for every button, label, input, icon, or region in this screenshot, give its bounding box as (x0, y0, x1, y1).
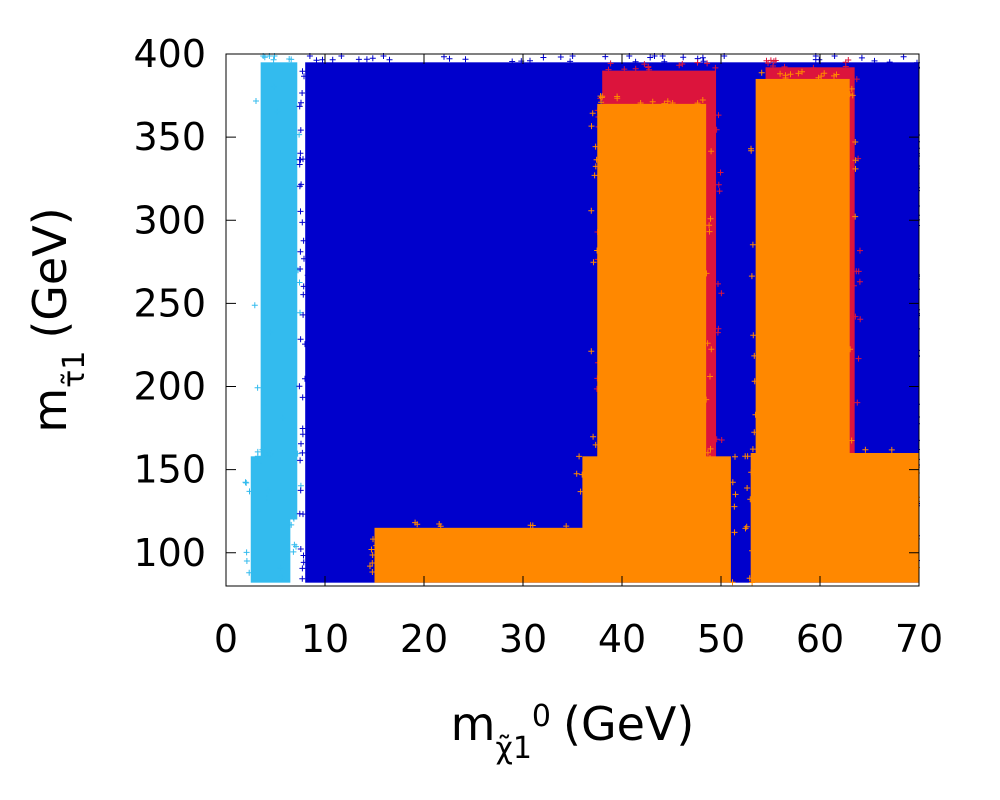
series-4-markers-4 (742, 442, 920, 586)
y-tick-label: 100 (133, 531, 206, 575)
series-4-region-5 (374, 527, 593, 583)
y-tick-label: 150 (133, 448, 206, 492)
y-tick-label: 400 (133, 32, 206, 76)
x-tick-label: 60 (796, 617, 844, 661)
x-axis-label-subscript: χ̃1 (495, 731, 531, 766)
x-axis-label-main: m (451, 697, 496, 751)
series-1-region-2 (250, 456, 291, 583)
series-1-region-1 (260, 62, 298, 520)
y-tick-label: 250 (133, 281, 206, 325)
x-tick-label: 20 (400, 617, 448, 661)
series-1 (242, 53, 304, 583)
series-4-region-4 (750, 453, 919, 583)
x-tick-label: 40 (598, 617, 646, 661)
x-tick-label: 50 (697, 617, 745, 661)
x-axis-label: mχ̃10 (GeV) (451, 697, 695, 766)
y-axis-label-main: m (23, 388, 77, 433)
series-4-region-1 (597, 103, 707, 520)
x-tick-label: 70 (895, 617, 943, 661)
series-1-markers-2 (242, 446, 299, 581)
x-tick-label: 30 (499, 617, 547, 661)
series-4-region-3 (582, 456, 731, 583)
series-4-markers-5 (367, 519, 602, 578)
y-axis-label-unit: (GeV) (23, 207, 77, 338)
x-tick-label: 0 (214, 617, 238, 661)
series-4 (367, 68, 920, 586)
axis-ticks: 0 10 20 30 40 50 60 70 100 150 200 250 300 350 400 (133, 32, 943, 661)
y-tick-label: 300 (133, 198, 206, 242)
y-axis-label: mτ̃1 (GeV) (23, 207, 92, 432)
scatter-points (242, 53, 920, 586)
series-4-region-2 (755, 78, 850, 520)
y-tick-label: 200 (133, 365, 206, 409)
x-axis-label-superscript: 0 (532, 699, 551, 734)
y-tick-label: 350 (133, 115, 206, 159)
series-4-markers-2 (747, 68, 859, 503)
plot-frame (225, 53, 920, 587)
x-tick-label: 10 (301, 617, 349, 661)
x-axis-label-unit: (GeV) (563, 697, 694, 751)
y-axis-label-subscript: τ̃1 (57, 351, 92, 388)
series-2-markers-1 (296, 53, 920, 582)
